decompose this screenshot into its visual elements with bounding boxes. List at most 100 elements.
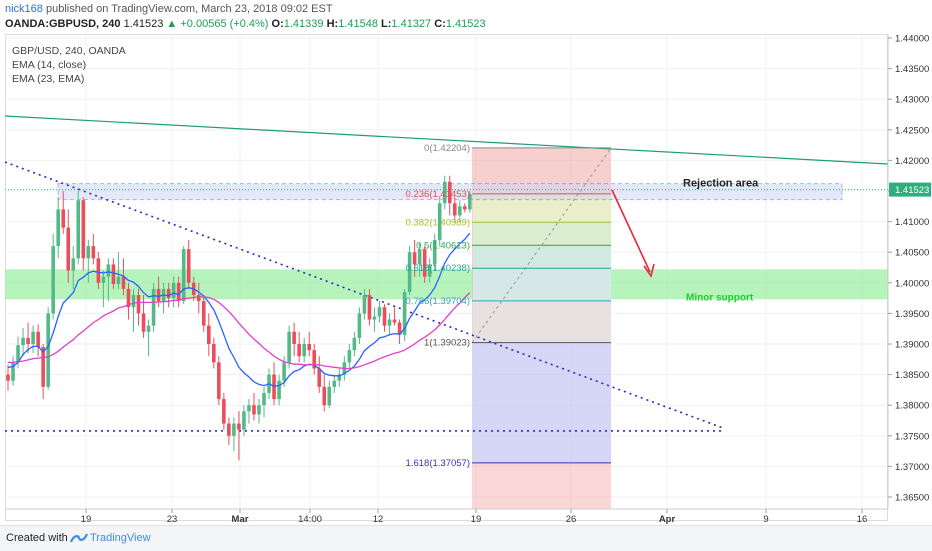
chart-header: nick168 published on TradingView.com, Ma… — [0, 0, 932, 34]
last-price-badge — [889, 182, 931, 197]
candle-body — [287, 331, 291, 363]
candle-body — [217, 362, 221, 400]
candle-body — [141, 313, 146, 332]
arrow-head-icon — [643, 263, 655, 278]
candle-body — [317, 368, 322, 387]
up-triangle-icon: ▲ — [166, 18, 178, 30]
price-tick-label: 1.43000 — [895, 95, 929, 106]
author-link[interactable]: nick168 — [5, 3, 43, 15]
candle-body — [86, 246, 91, 259]
ema-14-line — [7, 232, 471, 387]
candle-body — [242, 411, 246, 430]
published-text: published on TradingView.com, March 23, … — [45, 3, 333, 15]
fib-level-label: 0.5(1.40613) — [416, 240, 470, 251]
price-axis[interactable]: 1.44000 1.43500 1.43000 1.42500 1.42000 1.415… — [887, 34, 931, 510]
candle-body — [387, 319, 392, 326]
candle-body — [362, 295, 367, 314]
candle-body — [96, 258, 101, 283]
high-value: 1.41548 — [338, 18, 378, 30]
candle-body — [402, 291, 407, 335]
candle-body — [347, 350, 352, 363]
open-value: 1.41339 — [283, 18, 324, 30]
candle-body — [41, 347, 45, 387]
candle-body — [176, 282, 181, 302]
candle-body — [56, 209, 60, 247]
candle-body — [422, 249, 427, 277]
fib-target-box — [472, 342, 611, 463]
candle-body — [26, 337, 30, 344]
price-tick-label: 1.36500 — [895, 493, 929, 504]
descending-trendline — [4, 115, 889, 165]
last-price-label: 1.41523 — [895, 185, 929, 196]
fib-band — [473, 222, 611, 246]
candle-body — [16, 345, 20, 363]
chart-legend: GBP/USD, 240, OANDA EMA (14, close) EMA … — [12, 44, 126, 86]
candle-body — [377, 307, 382, 317]
candle-body — [101, 276, 106, 283]
candle-body — [222, 399, 226, 424]
candle-body — [417, 249, 422, 265]
close-value: 1.41523 — [445, 18, 486, 30]
candle-body — [91, 246, 96, 259]
dotted-trendline — [4, 161, 724, 429]
price-tick-label: 1.44000 — [895, 34, 929, 45]
legend-symbol[interactable]: GBP/USD, 240, OANDA — [12, 45, 126, 57]
time-tick-label: Mar — [232, 514, 249, 525]
annotations: Rejection area Minor support — [611, 178, 759, 303]
rejection-area-label: Rejection area — [683, 178, 759, 190]
legend-ema23[interactable]: EMA (23, EMA) — [12, 73, 85, 85]
open-label: O: — [271, 18, 284, 30]
fib-level-label: 0.618(1.40238) — [406, 263, 470, 274]
time-axis[interactable]: 19 23 Mar 14:00 12 19 26 Apr 9 16 — [5, 508, 888, 525]
price-tick-label: 1.39000 — [895, 340, 929, 351]
fib-extension-box — [472, 462, 611, 509]
candle-body — [201, 301, 206, 326]
candle-body — [427, 264, 432, 277]
time-tick-label: 19 — [81, 514, 92, 525]
close-label: C: — [434, 18, 446, 30]
price-change: +0.00565 (+0.4%) — [180, 18, 269, 30]
fib-band — [473, 245, 611, 269]
candle-body — [51, 246, 55, 314]
high-label: H: — [326, 18, 339, 30]
low-value: 1.41327 — [391, 18, 432, 30]
candle-body — [111, 264, 116, 285]
created-with-text: Created with — [6, 532, 68, 544]
footer-bar: Created with TradingView — [0, 525, 932, 551]
price-tick-label: 1.38000 — [895, 401, 929, 412]
candle-body — [407, 252, 412, 292]
time-tick-label: 16 — [857, 514, 868, 525]
candle-body — [327, 386, 332, 406]
low-label: L: — [381, 18, 392, 30]
candle-body — [31, 331, 35, 344]
time-tick-label: 19 — [471, 514, 482, 525]
price-tick-label: 1.39500 — [895, 309, 929, 320]
symbol-quote-line: OANDA:GBPUSD, 240 1.41523 ▲ +0.00565 (+0… — [5, 18, 486, 30]
fib-level-label: 1.618(1.37057) — [406, 458, 470, 469]
price-chart[interactable]: 0(1.42204) 0.236(1.41453) 0.382(1.40989) 0.… — [0, 0, 932, 525]
last-price: 1.41523 — [123, 18, 164, 30]
candle-body — [146, 325, 151, 332]
tradingview-link[interactable]: TradingView — [90, 532, 151, 544]
time-tick-label: 23 — [167, 514, 178, 525]
price-tick-label: 1.42000 — [895, 156, 929, 167]
legend-ema14[interactable]: EMA (14, close) — [12, 59, 87, 71]
price-tick-label: 1.37000 — [895, 462, 929, 473]
fib-level-label: 0.236(1.41453) — [406, 189, 470, 200]
tradingview-logo-icon — [70, 533, 88, 543]
fib-level-label: 1(1.39023) — [424, 338, 470, 349]
fib-level-label: 0.382(1.40989) — [406, 217, 470, 228]
candle-body — [357, 313, 362, 338]
candle-body — [116, 276, 121, 285]
candle-body — [468, 194, 472, 210]
candle-body — [307, 344, 311, 351]
time-tick-label: 9 — [763, 514, 768, 525]
time-tick-label: Apr — [659, 514, 676, 525]
candle-body — [432, 239, 437, 265]
candle-body — [131, 295, 136, 308]
fib-band — [473, 268, 611, 301]
ema-lines — [7, 232, 471, 387]
candle-body — [196, 295, 201, 302]
candle-body — [382, 307, 387, 326]
candle-body — [252, 405, 256, 415]
